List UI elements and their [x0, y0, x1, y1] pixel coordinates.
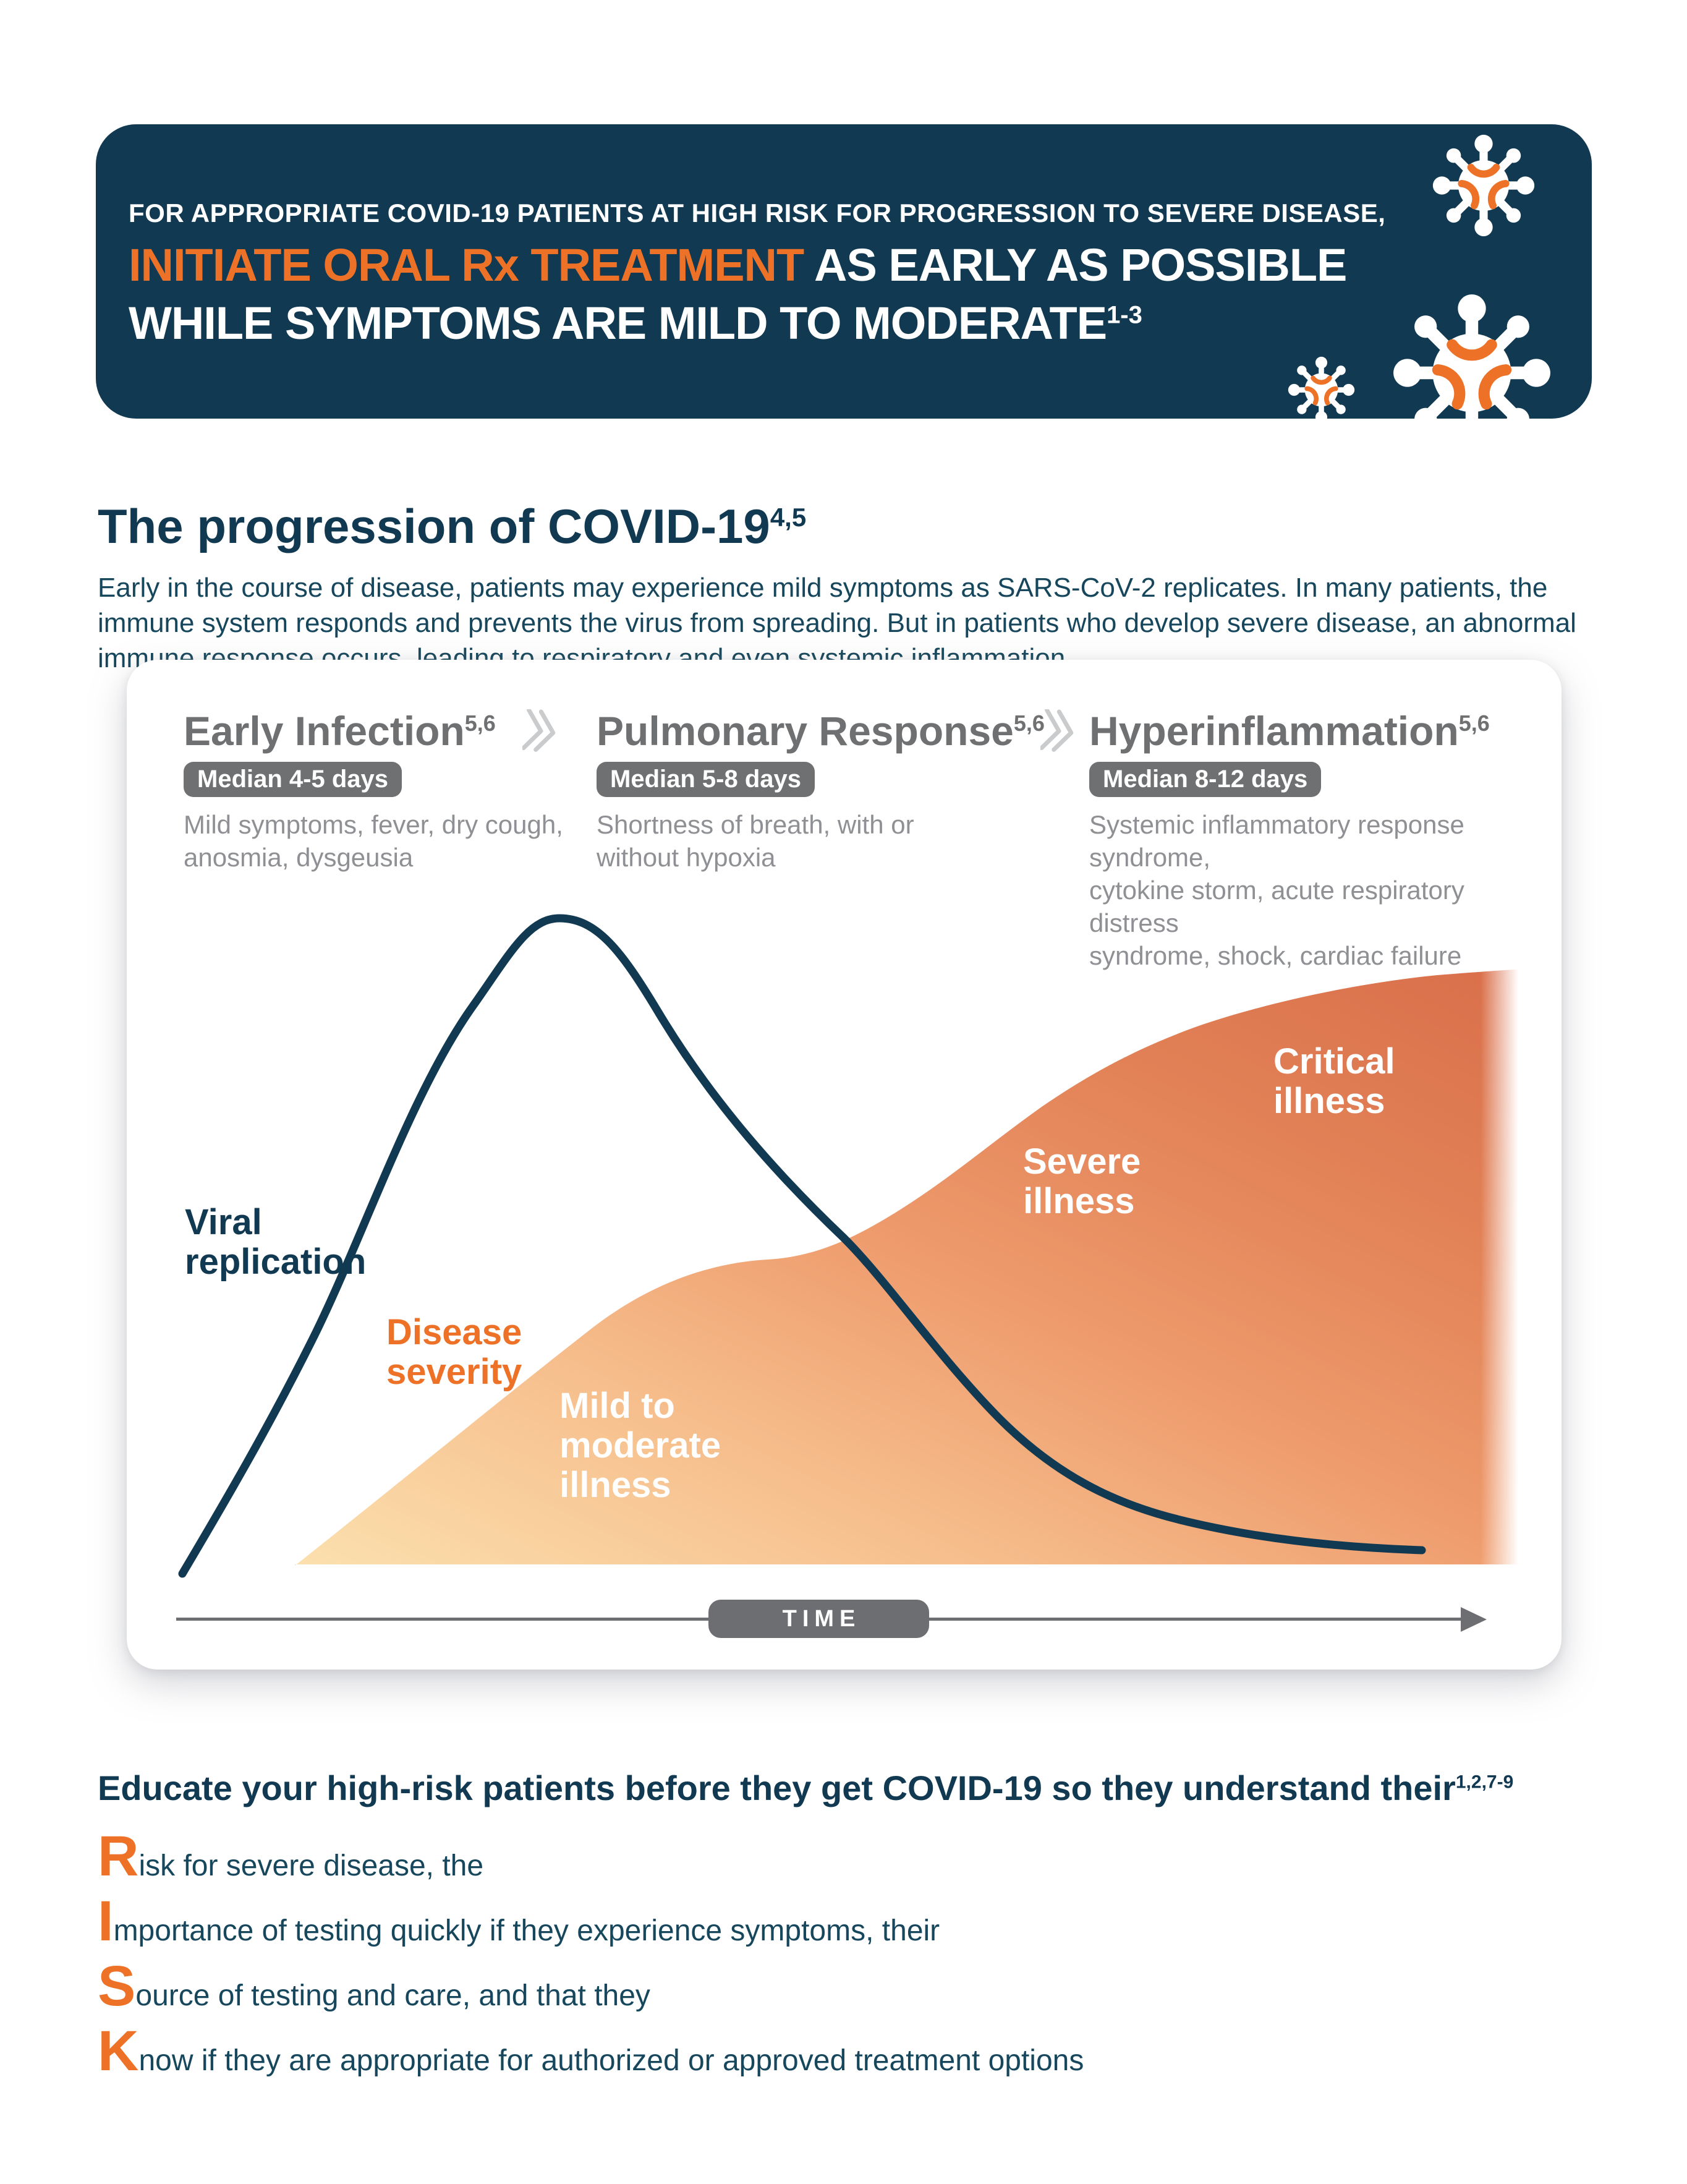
banner-headline-2: WHILE SYMPTOMS ARE MILD TO MODERATE1-3	[129, 297, 1142, 349]
banner-headline-white: AS EARLY AS POSSIBLE	[814, 239, 1347, 291]
disease-severity-label: Disease severity	[386, 1312, 522, 1392]
banner-eyebrow: FOR APPROPRIATE COVID-19 PATIENTS AT HIG…	[129, 198, 1386, 228]
double-chevron-icon	[522, 709, 556, 752]
title-reference-sup: 4,5	[770, 503, 807, 532]
arrow-right-icon	[1461, 1607, 1487, 1632]
phase-description: Mild symptoms, fever, dry cough, anosmia…	[184, 810, 563, 872]
double-chevron-icon	[1040, 709, 1074, 752]
banner-reference-sup: 1-3	[1107, 301, 1142, 329]
median-days-badge: Median 8-12 days	[1089, 762, 1322, 797]
critical-illness-label: Critical illness	[1273, 1041, 1395, 1121]
phase-reference-sup: 5,6	[1013, 710, 1045, 736]
phase-title: Pulmonary Response5,6	[597, 708, 1045, 754]
median-days-badge: Median 5-8 days	[597, 762, 815, 797]
time-axis-label: TIME	[708, 1600, 929, 1638]
severe-illness-label: Severe illness	[1023, 1141, 1141, 1221]
phase-hyperinflammation: Hyperinflammation5,6 Median 8-12 days Sy…	[1089, 710, 1547, 972]
disease-severity-area	[295, 969, 1523, 1566]
page-title: The progression of COVID-194,5	[98, 499, 807, 553]
educate-reference-sup: 1,2,7-9	[1455, 1772, 1514, 1793]
risk-item-risk: Risk for severe disease, the	[98, 1825, 484, 1888]
phase-description: Shortness of breath, with or without hyp…	[597, 810, 914, 872]
phase-description: Systemic inflammatory response syndrome,…	[1089, 810, 1464, 970]
viral-replication-curve	[178, 914, 1426, 1578]
phase-reference-sup: 5,6	[1458, 710, 1490, 736]
mild-moderate-illness-label: Mild to moderate illness	[559, 1386, 721, 1505]
risk-item-importance: Importance of testing quickly if they ex…	[98, 1890, 940, 1953]
virus-icon	[1288, 356, 1355, 419]
header-banner: FOR APPROPRIATE COVID-19 PATIENTS AT HIG…	[96, 124, 1592, 419]
phase-early-infection: Early Infection5,6 Median 4-5 days Mild …	[184, 710, 592, 874]
risk-acronym-list: Risk for severe disease, the Importance …	[98, 1828, 1084, 2088]
progression-card: Early Infection5,6 Median 4-5 days Mild …	[127, 660, 1562, 1670]
educate-heading: Educate your high-risk patients before t…	[98, 1768, 1514, 1807]
phase-pulmonary-response: Pulmonary Response5,6 Median 5-8 days Sh…	[597, 708, 1045, 874]
phase-reference-sup: 5,6	[464, 710, 496, 736]
banner-headline-1: INITIATE ORAL Rx TREATMENT AS EARLY AS P…	[129, 236, 1347, 295]
progression-chart	[178, 914, 1525, 1578]
risk-item-source: Source of testing and care, and that the…	[98, 1955, 650, 2018]
banner-headline-accent: INITIATE ORAL Rx TREATMENT	[129, 239, 804, 291]
virus-icon	[1432, 134, 1535, 237]
phase-title: Hyperinflammation5,6	[1089, 708, 1490, 754]
viral-replication-label: Viral replication	[185, 1202, 367, 1282]
virus-icon	[1393, 294, 1550, 419]
area-right-fade	[1481, 950, 1525, 1566]
phase-title: Early Infection5,6	[184, 708, 496, 754]
median-days-badge: Median 4-5 days	[184, 762, 402, 797]
risk-item-know: Know if they are appropriate for authori…	[98, 2020, 1084, 2083]
